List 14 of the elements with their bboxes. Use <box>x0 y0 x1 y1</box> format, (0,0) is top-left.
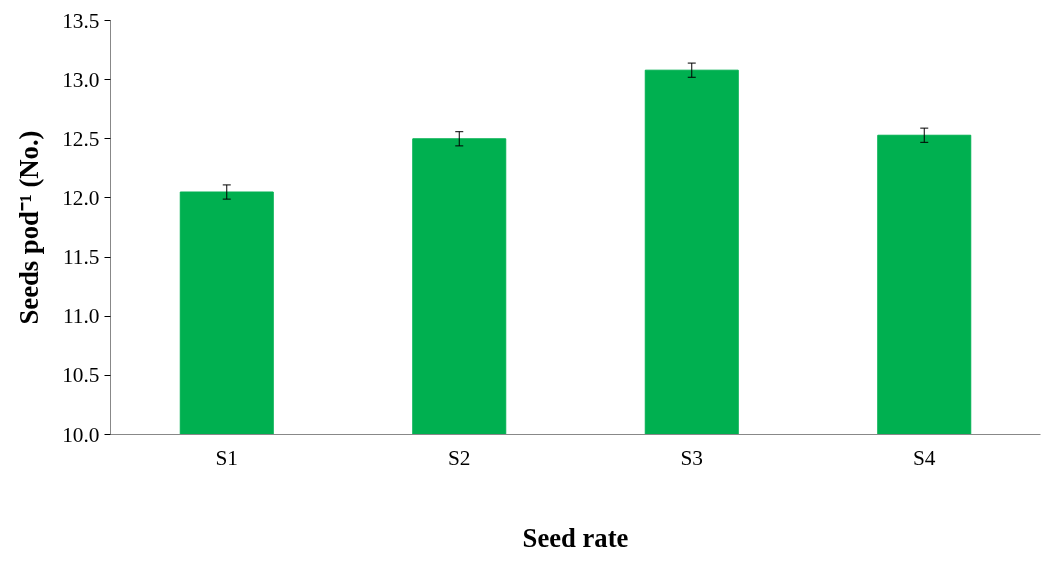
y-tick-label: 12.0 <box>62 185 100 210</box>
x-axis-title: Seed rate <box>522 522 629 553</box>
y-tick-label: 13.5 <box>62 8 100 33</box>
y-tick-label: 11.5 <box>62 245 100 270</box>
y-tick-label: 10.5 <box>62 363 100 388</box>
y-tick-label: 11.0 <box>62 304 100 329</box>
y-tick-label: 12.5 <box>62 126 100 151</box>
x-tick-label: S2 <box>447 445 471 470</box>
y-tick-label: 13.0 <box>62 67 100 92</box>
y-axis-title: Seeds pod⁻¹ (No.) <box>14 130 45 325</box>
x-tick-label: S1 <box>215 445 239 470</box>
x-tick-label: S3 <box>680 445 704 470</box>
x-tick-label: S4 <box>912 445 936 470</box>
y-tick-label: 10.0 <box>62 422 100 447</box>
